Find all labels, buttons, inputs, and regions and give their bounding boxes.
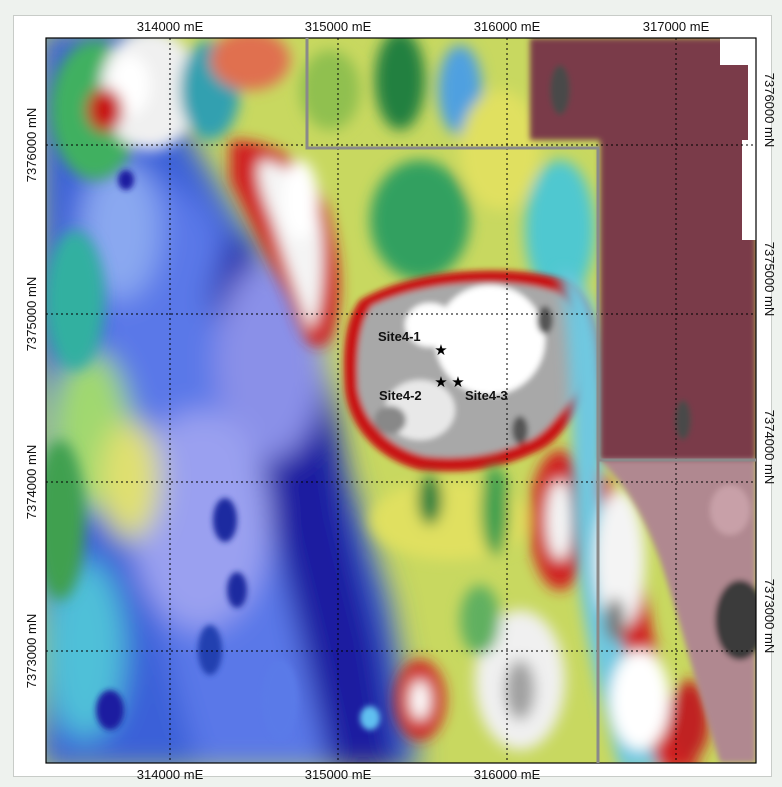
site4-3-star-icon[interactable]: ★: [451, 374, 464, 391]
y-tick-label-left: 7375000 mN: [24, 277, 39, 351]
y-axis-left: 7376000 mN 7375000 mN 7374000 mN 7373000 mN: [24, 108, 39, 688]
site4-2-label: Site4-2: [379, 388, 422, 403]
x-axis-bottom: 314000 mE 315000 mE 316000 mE: [137, 767, 541, 782]
y-tick-label-right: 7373000 mN: [762, 579, 777, 653]
y-tick-label-right: 7374000 mN: [762, 410, 777, 484]
x-tick-label-bottom: 315000 mE: [305, 767, 372, 782]
site4-1-star-icon[interactable]: ★: [434, 342, 447, 359]
site4-2-star-icon[interactable]: ★: [434, 374, 447, 391]
map-border: [45, 37, 757, 764]
tenement-boundary: [305, 38, 756, 763]
x-tick-label-top: 314000 mE: [137, 19, 204, 34]
x-tick-label-bottom: 316000 mE: [474, 767, 541, 782]
x-tick-label-bottom: 314000 mE: [137, 767, 204, 782]
coordinate-grid: [46, 38, 756, 763]
x-axis-top: 314000 mE 315000 mE 316000 mE 317000 mE: [137, 19, 710, 34]
site4-1-label: Site4-1: [378, 329, 421, 344]
y-axis-right: 7376000 mN 7375000 mN 7374000 mN 7373000 mN: [762, 73, 777, 653]
site-markers: ★ ★ ★ Site4-1 Site4-2 Site4-3: [378, 329, 508, 403]
site4-3-label: Site4-3: [465, 388, 508, 403]
x-tick-label-top: 317000 mE: [643, 19, 710, 34]
y-tick-label-left: 7374000 mN: [24, 445, 39, 519]
y-tick-label-right: 7376000 mN: [762, 73, 777, 147]
y-tick-label-right: 7375000 mN: [762, 242, 777, 316]
y-tick-label-left: 7373000 mN: [24, 614, 39, 688]
map-raster: [46, 38, 756, 763]
x-tick-label-top: 315000 mE: [305, 19, 372, 34]
boundary-line: [305, 38, 756, 462]
x-tick-label-top: 316000 mE: [474, 19, 541, 34]
y-tick-label-left: 7376000 mN: [24, 108, 39, 182]
